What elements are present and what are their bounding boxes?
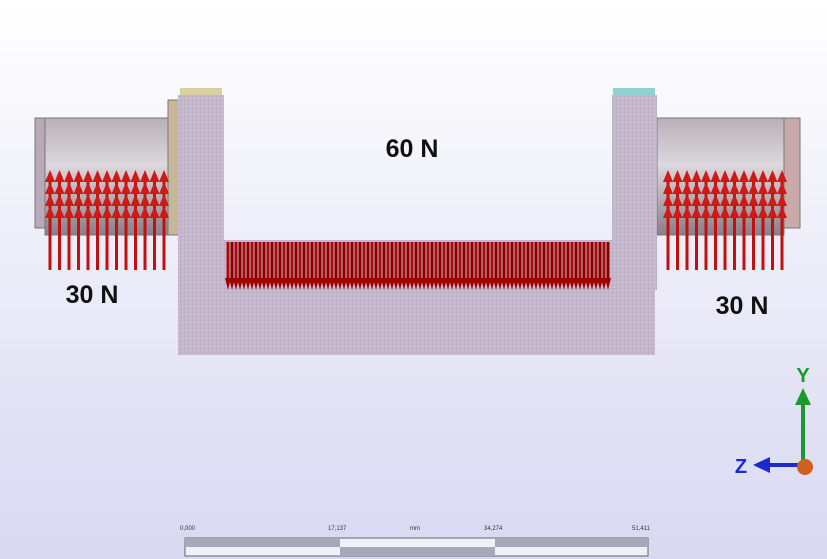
scale-tick-label: 0,000 — [180, 526, 196, 532]
right-pillar — [612, 95, 657, 290]
viewport: 60 N 30 N 30 N Y Z 0,000 17,137 mm 34,27… — [0, 0, 827, 559]
base-block — [178, 290, 655, 355]
load-label: 30 N — [716, 292, 769, 320]
left-pillar — [178, 95, 224, 290]
left-flange — [35, 118, 45, 228]
right-cap — [613, 88, 655, 95]
scale-bar-segment — [495, 538, 648, 547]
scale-tick-label: 17,137 — [328, 526, 347, 532]
y-axis-label: Y — [796, 365, 810, 387]
scale-tick-label: 51,411 — [632, 526, 651, 532]
load-label: 60 N — [386, 135, 439, 163]
left-cap — [180, 88, 222, 95]
x-axis-dot — [797, 459, 813, 475]
scale-bar-segment — [185, 538, 340, 547]
scale-unit: mm — [410, 526, 420, 532]
scale-tick-label: 34,274 — [484, 526, 503, 532]
right-flange — [784, 118, 800, 228]
z-axis-label: Z — [735, 456, 747, 478]
scale-bar-segment — [340, 547, 495, 556]
load-label: 30 N — [66, 281, 119, 309]
